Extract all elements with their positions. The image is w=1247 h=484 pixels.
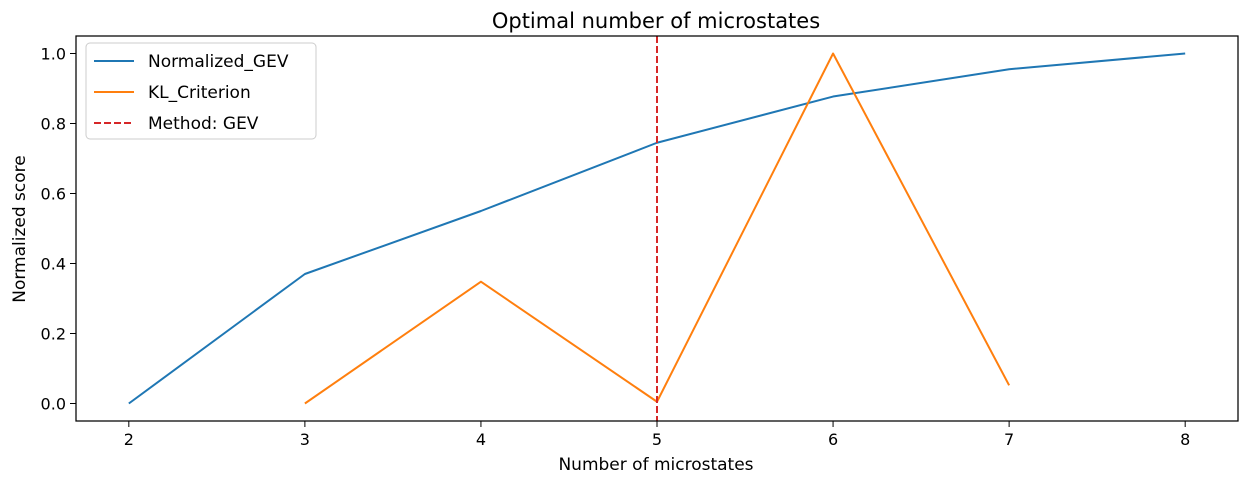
- y-tick-label: 1.0: [41, 45, 66, 64]
- x-axis-label: Number of microstates: [558, 455, 753, 475]
- y-tick-label: 0.0: [41, 395, 66, 414]
- x-tick-label: 4: [476, 430, 486, 449]
- x-tick-label: 6: [828, 430, 838, 449]
- plot-lines: [128, 36, 1186, 421]
- x-tick-label: 7: [1004, 430, 1014, 449]
- legend-label: Method: GEV: [148, 114, 259, 134]
- legend: Normalized_GEV KL_Criterion Method: GEV: [85, 42, 317, 140]
- legend-label: Normalized_GEV: [148, 52, 289, 72]
- y-tick-label: 0.6: [41, 185, 66, 204]
- legend-label: KL_Criterion: [148, 83, 251, 103]
- y-axis-label: Normalized score: [10, 155, 30, 303]
- chart-title: Optimal number of microstates: [492, 9, 820, 33]
- x-axis-ticks: 2 3 4 5 6 7 8: [124, 421, 1190, 449]
- y-tick-label: 0.8: [41, 115, 66, 134]
- y-tick-label: 0.2: [41, 325, 66, 344]
- legend-box: [85, 42, 317, 140]
- x-tick-label: 3: [300, 430, 310, 449]
- x-tick-label: 2: [124, 430, 134, 449]
- x-tick-label: 5: [652, 430, 662, 449]
- x-tick-label: 8: [1180, 430, 1190, 449]
- y-tick-label: 0.4: [41, 255, 66, 274]
- y-axis-ticks: 0.0 0.2 0.4 0.6 0.8 1.0: [41, 45, 76, 414]
